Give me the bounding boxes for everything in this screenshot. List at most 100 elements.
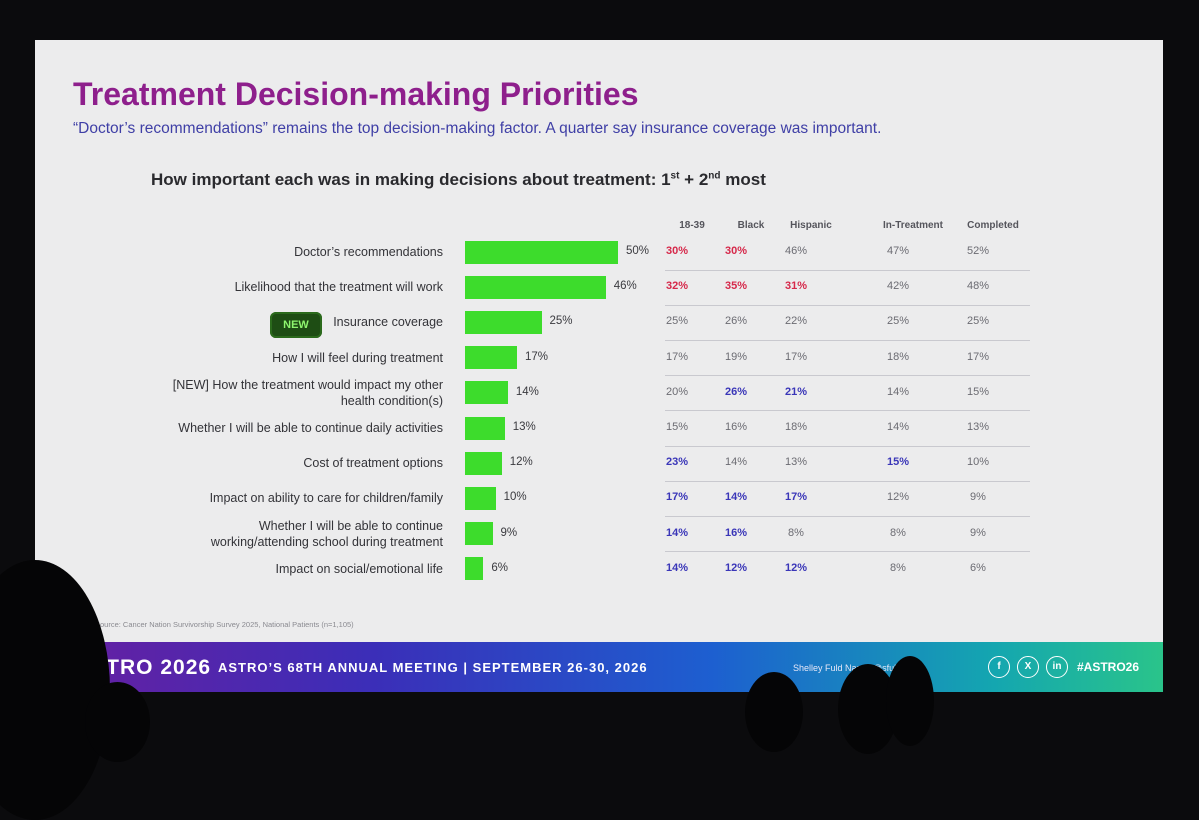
bar (465, 486, 496, 510)
bar-value-label: 14% (515, 385, 539, 398)
table-cell: 14% (665, 526, 689, 539)
table-cell: 32% (665, 280, 689, 293)
bar-value-label: 10% (503, 491, 527, 504)
category-label: [NEW] How the treatment would impact my … (83, 377, 443, 409)
bar (465, 381, 508, 405)
category-label-line: Whether I will be able to continue daily… (178, 421, 443, 435)
table-cell: 18% (886, 350, 910, 363)
table-cell: 17% (665, 350, 689, 363)
bar-value-label: 17% (525, 350, 549, 363)
table-cell: 26% (724, 385, 748, 398)
table-cell: 25% (886, 315, 910, 328)
category-label-line: How I will feel during treatment (272, 350, 443, 365)
table-cell: 47% (886, 245, 910, 257)
table-cell: 52% (966, 245, 990, 257)
audience-silhouette (85, 682, 150, 762)
question-mid: + 2 (679, 170, 709, 189)
bar (465, 451, 502, 475)
category-label: Likelihood that the treatment will work (83, 279, 443, 295)
linkedin-icon: in (1046, 656, 1068, 678)
category-label: How I will feel during treatment (83, 350, 443, 366)
table-cell: 16% (724, 526, 748, 539)
table-cell: 42% (886, 280, 910, 293)
table-cell: 6% (970, 561, 986, 574)
question-sup-2: nd (708, 170, 721, 182)
column-header: In-Treatment (882, 220, 943, 231)
category-label: Whether I will be able to continue workin… (83, 518, 443, 550)
bar-value-label: 25% (549, 315, 573, 328)
column-header: Completed (967, 220, 1019, 231)
table-cell: 10% (966, 456, 990, 469)
table-cell: 14% (665, 561, 689, 574)
table-cell: 25% (966, 315, 990, 328)
row-separator (665, 410, 1030, 412)
category-label-line: Doctor’s recommendations (294, 245, 443, 259)
table-cell: 13% (784, 456, 808, 469)
question-end: most (720, 170, 766, 189)
row-separator (665, 340, 1030, 341)
table-cell: 9% (970, 526, 986, 539)
table-cell: 17% (665, 491, 689, 504)
category-label-line: [NEW] How the treatment would impact my … (172, 377, 443, 392)
table-cell: 17% (784, 350, 808, 363)
question-sup-1: st (670, 170, 680, 182)
table-cell: 30% (665, 245, 689, 257)
table-cell: 26% (724, 315, 748, 328)
bar (465, 557, 484, 581)
table-cell: 14% (724, 456, 748, 469)
table-cell: 46% (784, 245, 808, 257)
table-cell: 14% (886, 385, 910, 398)
facebook-icon: f (988, 656, 1010, 678)
row-separator (665, 269, 1030, 271)
table-cell: 35% (724, 280, 748, 293)
column-header: Black (737, 220, 765, 231)
bar (465, 275, 606, 299)
category-label: Cost of treatment options (83, 455, 443, 471)
row-separator (665, 551, 1030, 553)
category-label: Doctor’s recommendations (83, 244, 443, 260)
table-cell: 8% (890, 561, 906, 574)
table-cell: 8% (788, 526, 804, 539)
row-separator (665, 375, 1030, 377)
bar (465, 240, 618, 264)
row-separator (665, 480, 1030, 482)
table-cell: 15% (665, 421, 689, 433)
audience-silhouette (886, 656, 934, 746)
category-label-line: Impact on ability to care for children/f… (209, 491, 443, 506)
question-main: How important each was in making decisio… (151, 170, 671, 189)
meeting-info: ASTRO’S 68TH ANNUAL MEETING | SEPTEMBER … (218, 660, 648, 675)
table-cell: 21% (784, 385, 808, 398)
source-note: Source: Cancer Nation Survivorship Surve… (95, 620, 354, 629)
category-label-line: Insurance coverage (333, 315, 443, 330)
table-cell: 48% (966, 280, 990, 293)
bar (465, 346, 518, 370)
bar (465, 522, 493, 546)
table-cell: 17% (784, 491, 808, 504)
category-label: Impact on social/emotional life (83, 561, 443, 577)
table-cell: 18% (784, 421, 808, 433)
table-cell: 9% (970, 491, 986, 504)
table-cell: 23% (665, 456, 689, 469)
table-cell: 12% (724, 561, 748, 574)
footer-banner: ASTRO 2026 ASTRO’S 68TH ANNUAL MEETING |… (35, 642, 1163, 692)
x-icon: X (1017, 656, 1039, 678)
presentation-slide: Treatment Decision-making Priorities “Do… (35, 40, 1163, 692)
table-cell: 31% (784, 280, 808, 293)
audience-silhouette (745, 672, 803, 752)
table-cell: 30% (724, 245, 748, 257)
row-separator (665, 445, 1030, 447)
bar-value-label: 13% (512, 421, 536, 433)
table-cell: 12% (784, 561, 808, 574)
table-cell: 12% (886, 491, 910, 504)
category-label-line: working/attending school during treatmen… (210, 534, 443, 549)
bar-value-label: 12% (509, 456, 533, 469)
slide-subtitle: “Doctor’s recommendations” remains the t… (73, 120, 882, 137)
row-separator (665, 304, 1030, 306)
category-label-line: health condition(s) (340, 393, 443, 408)
table-cell: 13% (966, 421, 990, 433)
category-label: Impact on ability to care for children/f… (83, 490, 443, 506)
category-label-line: Cost of treatment options (303, 456, 443, 471)
bar-value-label: 6% (491, 561, 508, 574)
table-cell: 17% (966, 350, 990, 363)
slide-title: Treatment Decision-making Priorities (73, 76, 639, 112)
